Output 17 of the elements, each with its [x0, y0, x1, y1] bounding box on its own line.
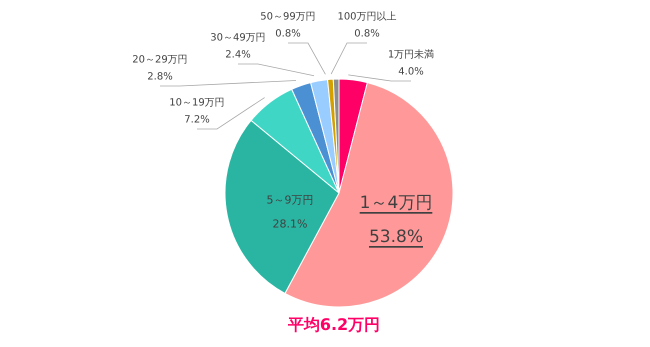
data-label: 2.8%	[147, 72, 173, 82]
data-label: 0.8%	[354, 28, 380, 40]
data-label: 4.0%	[398, 66, 424, 78]
slice-label: 1～4万円	[360, 193, 432, 213]
slice-label: 20～29万円	[132, 54, 188, 66]
data-label: 2.4%	[225, 50, 251, 60]
data-label: 7.2%	[184, 114, 210, 126]
slice-label: 50～99万円	[260, 12, 316, 22]
slice-label: 30～49万円	[210, 32, 266, 44]
slice-label: 10～19万円	[169, 98, 225, 108]
text: 平均6.2万円	[286, 315, 382, 336]
slice-label: 1万円未満	[388, 48, 434, 60]
slice-label: 100万円以上	[337, 10, 397, 22]
data-label: 0.8%	[275, 28, 301, 40]
data-label: 28.1%	[272, 218, 308, 230]
data-label: 53.8%	[368, 227, 424, 247]
slice-label: 5～9万円	[266, 194, 314, 206]
